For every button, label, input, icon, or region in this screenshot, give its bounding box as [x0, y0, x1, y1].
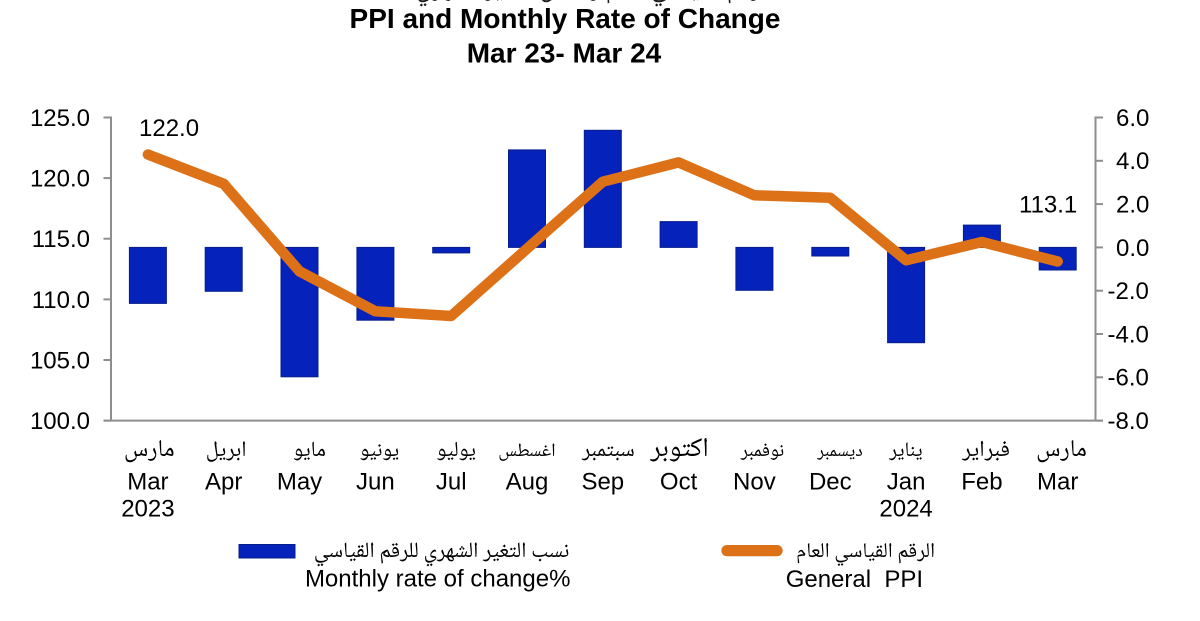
svg-text:Mar: Mar — [1037, 468, 1078, 495]
svg-text:2.0: 2.0 — [1116, 192, 1149, 219]
svg-text:113.1: 113.1 — [1019, 192, 1077, 219]
svg-text:122.0: 122.0 — [139, 115, 199, 142]
svg-text:105.0: 105.0 — [30, 347, 90, 374]
svg-text:-2.0: -2.0 — [1108, 278, 1149, 305]
svg-text:2024: 2024 — [879, 495, 932, 522]
svg-text:Apr: Apr — [205, 468, 242, 495]
svg-text:110.0: 110.0 — [32, 287, 90, 314]
svg-text:Mar 23- Mar 24: Mar 23- Mar 24 — [467, 37, 662, 68]
svg-text:0.0: 0.0 — [1116, 235, 1149, 262]
svg-text:Feb: Feb — [961, 468, 1002, 495]
svg-text:-4.0: -4.0 — [1108, 321, 1149, 348]
svg-text:115.0: 115.0 — [32, 226, 90, 253]
svg-text:Monthly rate of change%: Monthly rate of change% — [305, 566, 571, 593]
svg-text:125.0: 125.0 — [30, 105, 90, 132]
svg-text:2023: 2023 — [121, 495, 174, 522]
svg-text:Oct: Oct — [660, 468, 698, 495]
svg-text:Jan: Jan — [887, 468, 926, 495]
svg-text:Jun: Jun — [356, 468, 395, 495]
svg-text:PPI and Monthly Rate of Change: PPI and Monthly Rate of Change — [350, 3, 781, 34]
svg-text:General PPI: General PPI — [786, 566, 923, 593]
svg-text:4.0: 4.0 — [1116, 148, 1149, 175]
svg-text:Jul: Jul — [436, 468, 467, 495]
svg-text:Dec: Dec — [809, 468, 852, 495]
svg-text:120.0: 120.0 — [30, 166, 90, 193]
svg-text:-6.0: -6.0 — [1108, 365, 1149, 392]
svg-text:6.0: 6.0 — [1116, 105, 1149, 132]
svg-text:100.0: 100.0 — [30, 408, 90, 435]
svg-text:-8.0: -8.0 — [1108, 408, 1149, 435]
svg-text:Sep: Sep — [581, 468, 624, 495]
svg-text:Aug: Aug — [506, 468, 549, 495]
svg-text:Mar: Mar — [127, 468, 168, 495]
svg-text:May: May — [277, 468, 322, 495]
svg-text:Nov: Nov — [733, 468, 776, 495]
